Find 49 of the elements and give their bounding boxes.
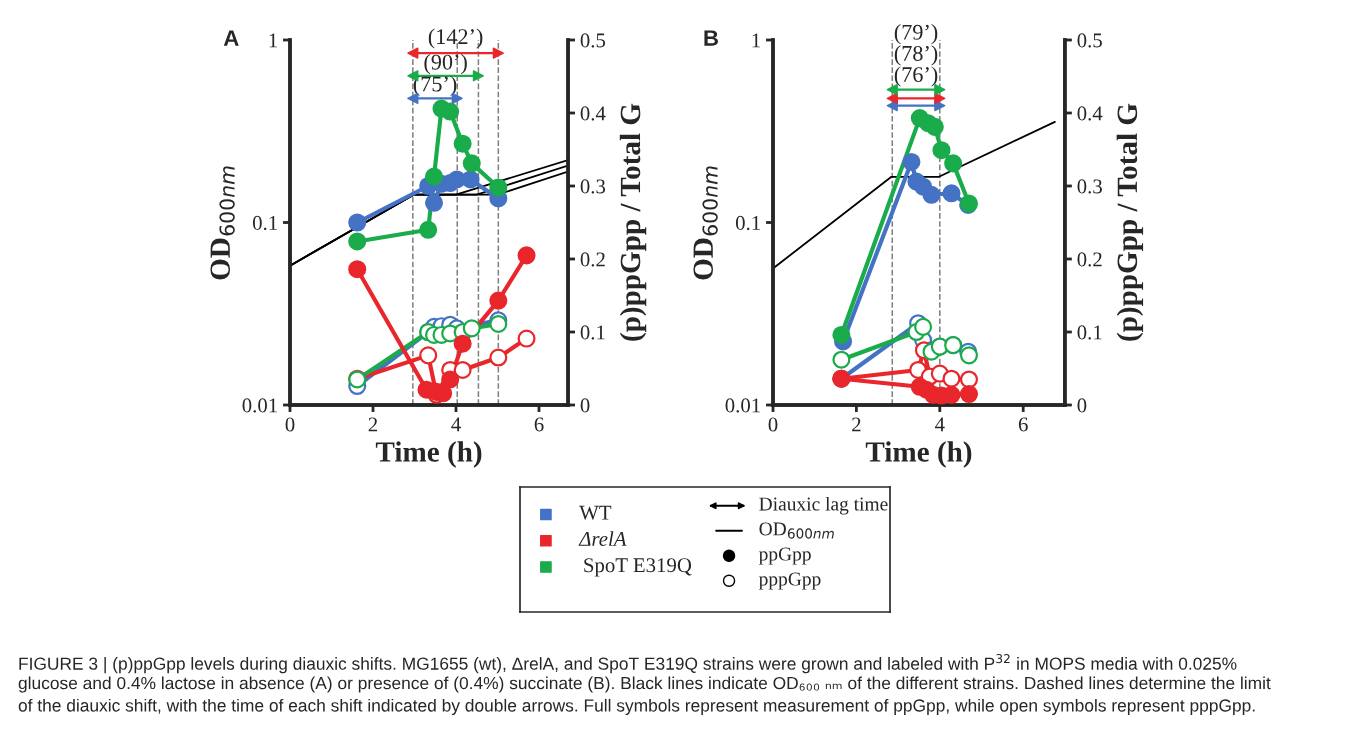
x-axis-title: Time (h) (375, 441, 482, 468)
y-axis-title: OD$_{600nm}$ (693, 166, 718, 280)
text: ppGpp (758, 547, 811, 565)
chart-title: B (704, 30, 718, 46)
x-tick-label: 2 (368, 417, 378, 432)
x-tick-label: 0 (768, 417, 778, 432)
y2-tick-label: 0.4 (580, 106, 606, 121)
y-tick-label: 0.1 (252, 215, 277, 231)
x-axis-title: Time (h) (865, 441, 972, 468)
y-tick-label: 0.1 (735, 215, 760, 231)
y-tick-label: 1 (269, 33, 277, 48)
annotation: (142’) (428, 28, 483, 49)
x-tick-label: 6 (534, 417, 544, 432)
text: Diauxic lag time (759, 496, 888, 515)
x-tick-label: 4 (935, 417, 945, 432)
text: pppGpp (758, 572, 821, 590)
annotation: (76’) (894, 66, 938, 87)
y-tick-label: 0.01 (725, 398, 760, 413)
y2-tick-label: 0.1 (580, 325, 605, 340)
y2-tick-label: 0.3 (580, 179, 606, 194)
annotation: (90’) (424, 54, 467, 75)
annotation: (78’) (894, 45, 938, 66)
caption: FIGURE 3 | (p)ppGpp levels during diauxic shifts. MG1655 (wt), ΔrelA, and SpoT E319Q strains were grown and labeled with P$^{32}$ in MOPS media with 0.025% (19, 654, 1237, 674)
y2-tick-label: 0.3 (1077, 179, 1102, 194)
y2-tick-label: 0 (580, 398, 590, 413)
text: glucose and 0.4% lactose in absence (A) or presence of (0.4%) succinate (B). Black lines indicate OD₆₀₀ ₙₘ of the different strains. Dashed lines determine the limit (18, 676, 1271, 693)
y-tick-label: 0.01 (242, 398, 277, 413)
annotation: (79’) (894, 24, 938, 45)
y2-tick-label: 0.2 (580, 252, 605, 267)
text: OD$_{600nm}$ (759, 522, 834, 539)
y2-tick-label: 0.5 (580, 33, 606, 48)
x-tick-label: 2 (852, 417, 861, 432)
legend-label: ΔrelA (578, 531, 627, 546)
x-tick-label: 4 (451, 417, 461, 432)
text: of the diauxic shift, with the time of each shift indicated by double arrows. Full symbols represent measurement of ppGpp, while open symbols represent pppGpp. (18, 698, 1255, 716)
y2-tick-label: 0 (1077, 398, 1087, 413)
y2-tick-label: 0.5 (1077, 33, 1102, 48)
y2-tick-label: 0.2 (1077, 252, 1102, 267)
y-tick-label: 1 (752, 33, 760, 48)
chart-title: A (223, 30, 239, 46)
y2-tick-label: 0.1 (1077, 325, 1102, 340)
y2-axis-title: (p)ppGpp / Total G (619, 103, 647, 341)
x-tick-label: 0 (285, 417, 295, 432)
x-tick-label: 6 (1018, 417, 1028, 432)
y2-axis-title: (p)ppGpp / Total G (1116, 103, 1144, 341)
legend-label: SpoT E319Q (584, 558, 692, 577)
y2-tick-label: 0.4 (1077, 106, 1103, 121)
y-axis-title: OD$_{600nm}$ (210, 166, 235, 280)
legend-label: WT (579, 505, 612, 520)
